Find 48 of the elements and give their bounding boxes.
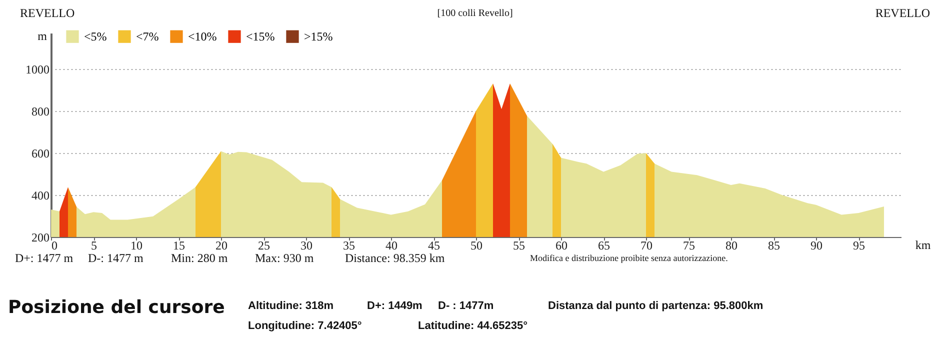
x-tick-label: 10 (130, 238, 142, 252)
x-tick-label: 95 (853, 238, 865, 252)
legend-label: <5% (84, 30, 107, 44)
text: Modifica e distribuzione proibite senza autorizzazione. (530, 253, 728, 263)
y-tick-label: 800 (32, 104, 50, 118)
x-tick-label: 90 (810, 238, 822, 252)
x-tick-label: 40 (386, 238, 398, 252)
text: Max: 930 m (255, 251, 314, 265)
x-tick-label: 60 (556, 238, 568, 252)
text: D-: 1477 m (88, 251, 144, 265)
text: Distance: 98.359 km (345, 251, 446, 265)
text: D+: 1477 m (15, 251, 74, 265)
text: Altitudine: 318m (248, 300, 334, 312)
legend-label: <15% (246, 30, 275, 44)
y-tick-label: 400 (32, 188, 50, 202)
y-tick-label: 600 (32, 146, 50, 160)
x-tick-label: 85 (768, 238, 780, 252)
text: Longitudine: 7.42405° (248, 320, 362, 332)
x-tick-label: 70 (640, 238, 652, 252)
x-tick-label: 65 (598, 238, 610, 252)
text: Min: 280 m (171, 251, 228, 265)
legend-label: >15% (304, 30, 333, 44)
text: Posizione del cursore (8, 297, 225, 318)
x-axis-title: km (915, 238, 932, 252)
text: D+: 1449m (367, 300, 423, 312)
x-tick-label: 75 (683, 238, 695, 252)
text: D- : 1477m (438, 300, 494, 312)
legend-label: <7% (136, 30, 159, 44)
x-tick-label: 0 (52, 238, 58, 252)
x-tick-label: 20 (216, 238, 228, 252)
x-tick-label: 35 (343, 238, 355, 252)
x-tick-label: 45 (428, 238, 440, 252)
text: REVELLO (20, 6, 75, 20)
legend-label: <10% (188, 30, 217, 44)
text: REVELLO (875, 6, 930, 20)
x-tick-label: 5 (91, 238, 97, 252)
x-tick-label: 55 (513, 238, 525, 252)
text: Distanza dal punto di partenza: 95.800km (548, 300, 764, 312)
chart-title: [100 colli Revello] (437, 8, 513, 19)
y-tick-label: 200 (32, 230, 50, 244)
x-tick-label: 30 (300, 238, 312, 252)
x-tick-label: 25 (258, 238, 270, 252)
x-tick-label: 80 (726, 238, 738, 252)
x-tick-label: 50 (470, 238, 482, 252)
y-axis-title: m (38, 29, 48, 43)
text: Latitudine: 44.65235° (418, 320, 528, 332)
y-tick-label: 1000 (26, 62, 50, 76)
x-tick-label: 15 (173, 238, 185, 252)
